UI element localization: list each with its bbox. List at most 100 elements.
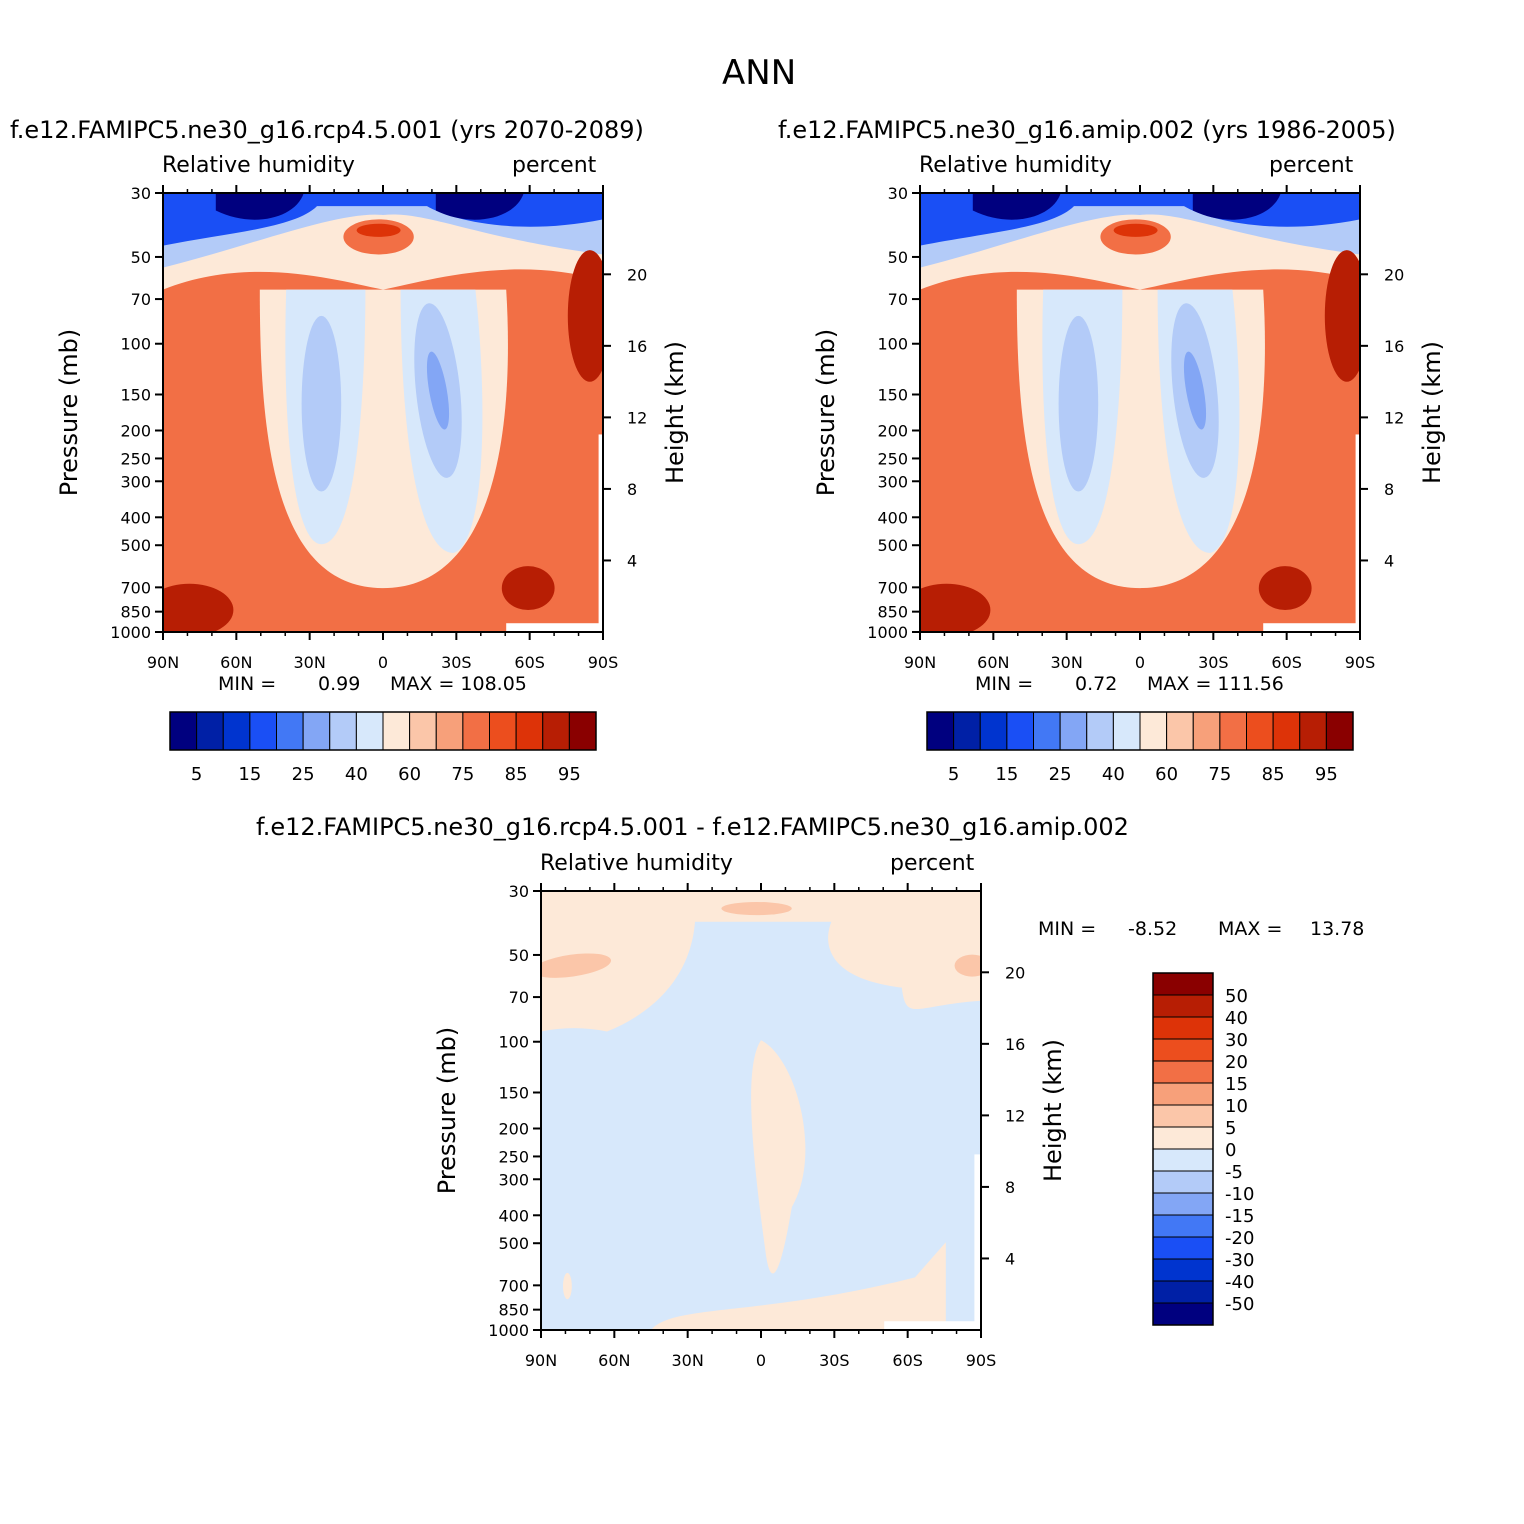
y-tick-label: 50 bbox=[888, 248, 908, 267]
y2-tick-label: 20 bbox=[1005, 963, 1025, 982]
y-tick-label: 150 bbox=[498, 1083, 529, 1102]
panel-1-units: percent bbox=[512, 153, 597, 178]
panel-1-variable: Relative humidity bbox=[162, 153, 355, 178]
colorbar-label: 85 bbox=[1262, 764, 1285, 785]
x-tick-label: 60S bbox=[892, 1351, 923, 1370]
field-missing bbox=[884, 1321, 981, 1330]
colorbar-swatch bbox=[489, 711, 517, 751]
colorbar-swatch bbox=[1152, 972, 1214, 996]
colorbar-swatch bbox=[1325, 711, 1354, 751]
y-tick-label: 1000 bbox=[867, 623, 908, 642]
colorbar-swatch bbox=[1152, 1104, 1214, 1128]
colorbar-swatch bbox=[409, 711, 437, 751]
colorbar-label: -20 bbox=[1225, 1228, 1254, 1249]
colorbar-swatch bbox=[222, 711, 251, 751]
y-tick-label: 30 bbox=[509, 882, 529, 901]
colorbar-swatch bbox=[1152, 994, 1214, 1018]
colorbar-label: -10 bbox=[1225, 1184, 1254, 1205]
colorbar-label: -5 bbox=[1225, 1162, 1243, 1183]
field-blob bbox=[1324, 250, 1360, 382]
y-axis-label: Pressure (mb) bbox=[433, 1027, 461, 1194]
colorbar-swatch bbox=[1152, 1038, 1214, 1062]
y-tick-label: 500 bbox=[498, 1234, 529, 1253]
y-tick-label: 700 bbox=[877, 578, 908, 597]
colorbar-label: -15 bbox=[1225, 1206, 1254, 1227]
field-missing bbox=[506, 623, 603, 632]
panel-3-max-value: 13.78 bbox=[1310, 918, 1365, 940]
x-tick-label: 60N bbox=[598, 1351, 630, 1370]
y-tick-label: 250 bbox=[498, 1147, 529, 1166]
colorbar-swatch bbox=[1246, 711, 1274, 751]
colorbar-label: 0 bbox=[1225, 1140, 1236, 1161]
colorbar-frame bbox=[169, 711, 597, 751]
panel-1-max-label: MAX = 108.05 bbox=[390, 673, 527, 695]
field-band bbox=[751, 1040, 806, 1274]
colorbar-swatch bbox=[1152, 1192, 1214, 1216]
y-tick-label: 200 bbox=[120, 422, 151, 441]
colorbar-swatch bbox=[1272, 711, 1301, 751]
y2-axis-label: Height (km) bbox=[661, 341, 689, 484]
colorbar-label: 15 bbox=[995, 764, 1018, 785]
colorbar-label: 15 bbox=[1225, 1074, 1248, 1095]
field-blob bbox=[1058, 315, 1099, 492]
field-blob bbox=[1183, 351, 1207, 430]
colorbar-swatch bbox=[1059, 711, 1088, 751]
y2-tick-label: 16 bbox=[627, 337, 647, 356]
colorbar-swatch bbox=[1152, 1126, 1214, 1150]
x-tick-label: 30N bbox=[1051, 653, 1083, 672]
colorbar-swatch bbox=[1152, 1170, 1214, 1194]
y2-tick-label: 4 bbox=[1384, 551, 1394, 570]
panel-2-max-label: MAX = 111.56 bbox=[1147, 673, 1284, 695]
y-tick-label: 30 bbox=[131, 184, 151, 203]
panel-1-min-label: MIN = bbox=[218, 673, 277, 695]
panel-1-field bbox=[163, 193, 603, 632]
x-tick-label: 0 bbox=[378, 653, 388, 672]
colorbar-swatch bbox=[1192, 711, 1221, 751]
panel-2-colorbar: 5 15 25 40 60 75 85 95 bbox=[926, 711, 1354, 785]
colorbar-swatch bbox=[568, 711, 597, 751]
colorbar-label: 75 bbox=[1208, 764, 1231, 785]
field-blob bbox=[541, 953, 612, 978]
colorbar-swatch bbox=[249, 711, 277, 751]
colorbar-swatch bbox=[1152, 1214, 1214, 1238]
y-tick-label: 200 bbox=[877, 422, 908, 441]
colorbar-label: 25 bbox=[1049, 764, 1072, 785]
field-band bbox=[1192, 193, 1281, 220]
colorbar-swatch bbox=[1152, 1258, 1214, 1282]
y-tick-label: 400 bbox=[498, 1206, 529, 1225]
y-tick-label: 30 bbox=[888, 184, 908, 203]
x-tick-label: 30N bbox=[294, 653, 326, 672]
colorbar-label: -40 bbox=[1225, 1272, 1254, 1293]
panel-2-field bbox=[920, 193, 1360, 632]
y-tick-label: 300 bbox=[877, 472, 908, 491]
field-blob bbox=[1258, 566, 1312, 611]
y2-tick-label: 16 bbox=[1005, 1035, 1025, 1054]
y2-tick-label: 4 bbox=[627, 551, 637, 570]
y2-axis-label: Height (km) bbox=[1039, 1039, 1067, 1182]
colorbar-label: 95 bbox=[558, 764, 581, 785]
y-tick-label: 500 bbox=[120, 536, 151, 555]
colorbar-swatch bbox=[382, 711, 411, 751]
x-tick-label: 30S bbox=[819, 1351, 850, 1370]
x-tick-label: 90S bbox=[966, 1351, 997, 1370]
colorbar-label: -30 bbox=[1225, 1250, 1254, 1271]
y2-tick-label: 4 bbox=[1005, 1249, 1015, 1268]
colorbar-label: 10 bbox=[1225, 1096, 1248, 1117]
colorbar-label: 85 bbox=[505, 764, 528, 785]
y-tick-label: 500 bbox=[877, 536, 908, 555]
colorbar-label: 95 bbox=[1315, 764, 1338, 785]
field-band bbox=[651, 1242, 946, 1330]
colorbar-swatch bbox=[1112, 711, 1141, 751]
field-missing bbox=[974, 1154, 981, 1330]
panel-2-variable: Relative humidity bbox=[919, 153, 1112, 178]
y2-tick-label: 8 bbox=[1384, 480, 1394, 499]
x-tick-label: 30S bbox=[441, 653, 472, 672]
colorbar-label: 5 bbox=[948, 764, 959, 785]
y2-tick-label: 16 bbox=[1384, 337, 1404, 356]
colorbar-swatch bbox=[1152, 1082, 1214, 1106]
colorbar-label: 20 bbox=[1225, 1052, 1248, 1073]
colorbar-swatch bbox=[1152, 1236, 1214, 1260]
field-missing bbox=[1355, 434, 1360, 632]
panel-3-axes: 90N 60N 30N 0 30S 60S 90S 30 50 70 100 150 200 250 300… bbox=[433, 882, 1067, 1370]
x-tick-label: 60S bbox=[1271, 653, 1302, 672]
